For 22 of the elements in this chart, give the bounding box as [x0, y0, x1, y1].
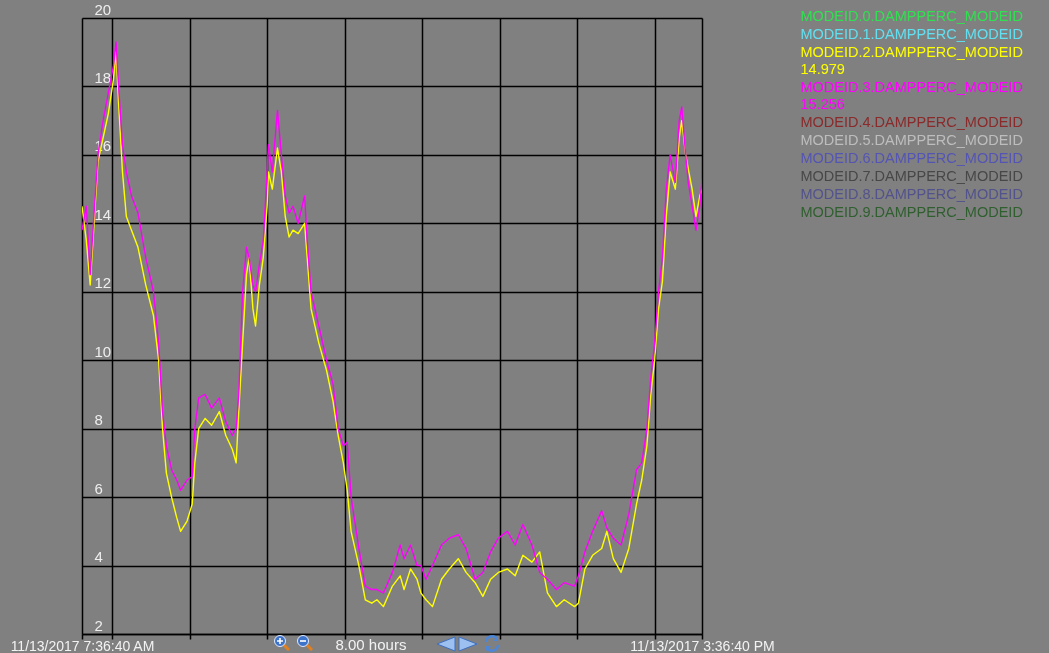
y-tick-label: 8 [94, 411, 103, 429]
text: MODEID.2.DAMPPERC_MODEID [800, 44, 1023, 61]
legend-label: MODEID.7.DAMPPERC_MODEID [800, 168, 1023, 185]
x-tick-label: 11/13/2017 3:36:40 PM [630, 637, 775, 653]
x-tick-label: 11/13/2017 7:36:40 AM [10, 637, 155, 653]
legend-label: MODEID.5.DAMPPERC_MODEID [800, 132, 1023, 149]
y-tick-label: 2 [94, 616, 103, 634]
legend-label: MODEID.1.DAMPPERC_MODEID [800, 26, 1023, 43]
y-tick-label: 18 [94, 68, 112, 86]
legend-label: MODEID.0.DAMPPERC_MODEID [800, 8, 1023, 25]
legend-label: MODEID.9.DAMPPERC_MODEID [800, 204, 1023, 221]
y-tick-label: 14 [94, 205, 112, 223]
y-tick-label: 20 [94, 0, 112, 18]
y-tick-label: 10 [94, 342, 112, 360]
legend-label: MODEID.4.DAMPPERC_MODEID [800, 114, 1023, 131]
y-tick-label: 6 [94, 479, 103, 497]
y-tick-label: 4 [94, 548, 103, 566]
text: 14.979 [800, 60, 845, 77]
x-axis-title: 8.00 hours [335, 635, 407, 653]
text: MODEID.3.DAMPPERC_MODEID [800, 79, 1023, 96]
text: 15.256 [800, 95, 845, 112]
y-tick-label: 12 [94, 274, 112, 292]
